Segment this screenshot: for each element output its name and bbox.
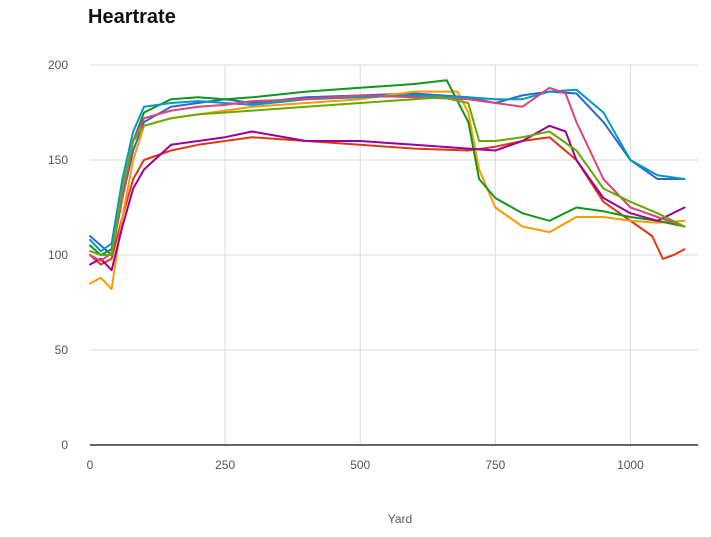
x-tick-label: 250 (215, 458, 235, 472)
series-line-2 (89, 136, 686, 266)
chart-title: Heartrate (88, 6, 176, 28)
series-lines (89, 79, 686, 291)
x-tick-label: 750 (485, 458, 505, 472)
gridlines (90, 64, 698, 445)
y-tick-label: 50 (55, 343, 69, 357)
series-line-8 (89, 96, 686, 256)
y-tick-label: 0 (61, 438, 68, 452)
x-axis-title: Yard (388, 512, 412, 526)
x-tick-label: 500 (350, 458, 370, 472)
y-tick-label: 200 (48, 58, 68, 72)
x-tick-label: 1000 (617, 458, 644, 472)
x-tick-label: 0 (87, 458, 94, 472)
series-line-5 (89, 124, 686, 272)
y-tick-label: 100 (48, 248, 68, 262)
tick-labels: 0 50 100 150 200 0 250 500 750 1000 (48, 58, 644, 472)
y-tick-label: 150 (48, 153, 68, 167)
